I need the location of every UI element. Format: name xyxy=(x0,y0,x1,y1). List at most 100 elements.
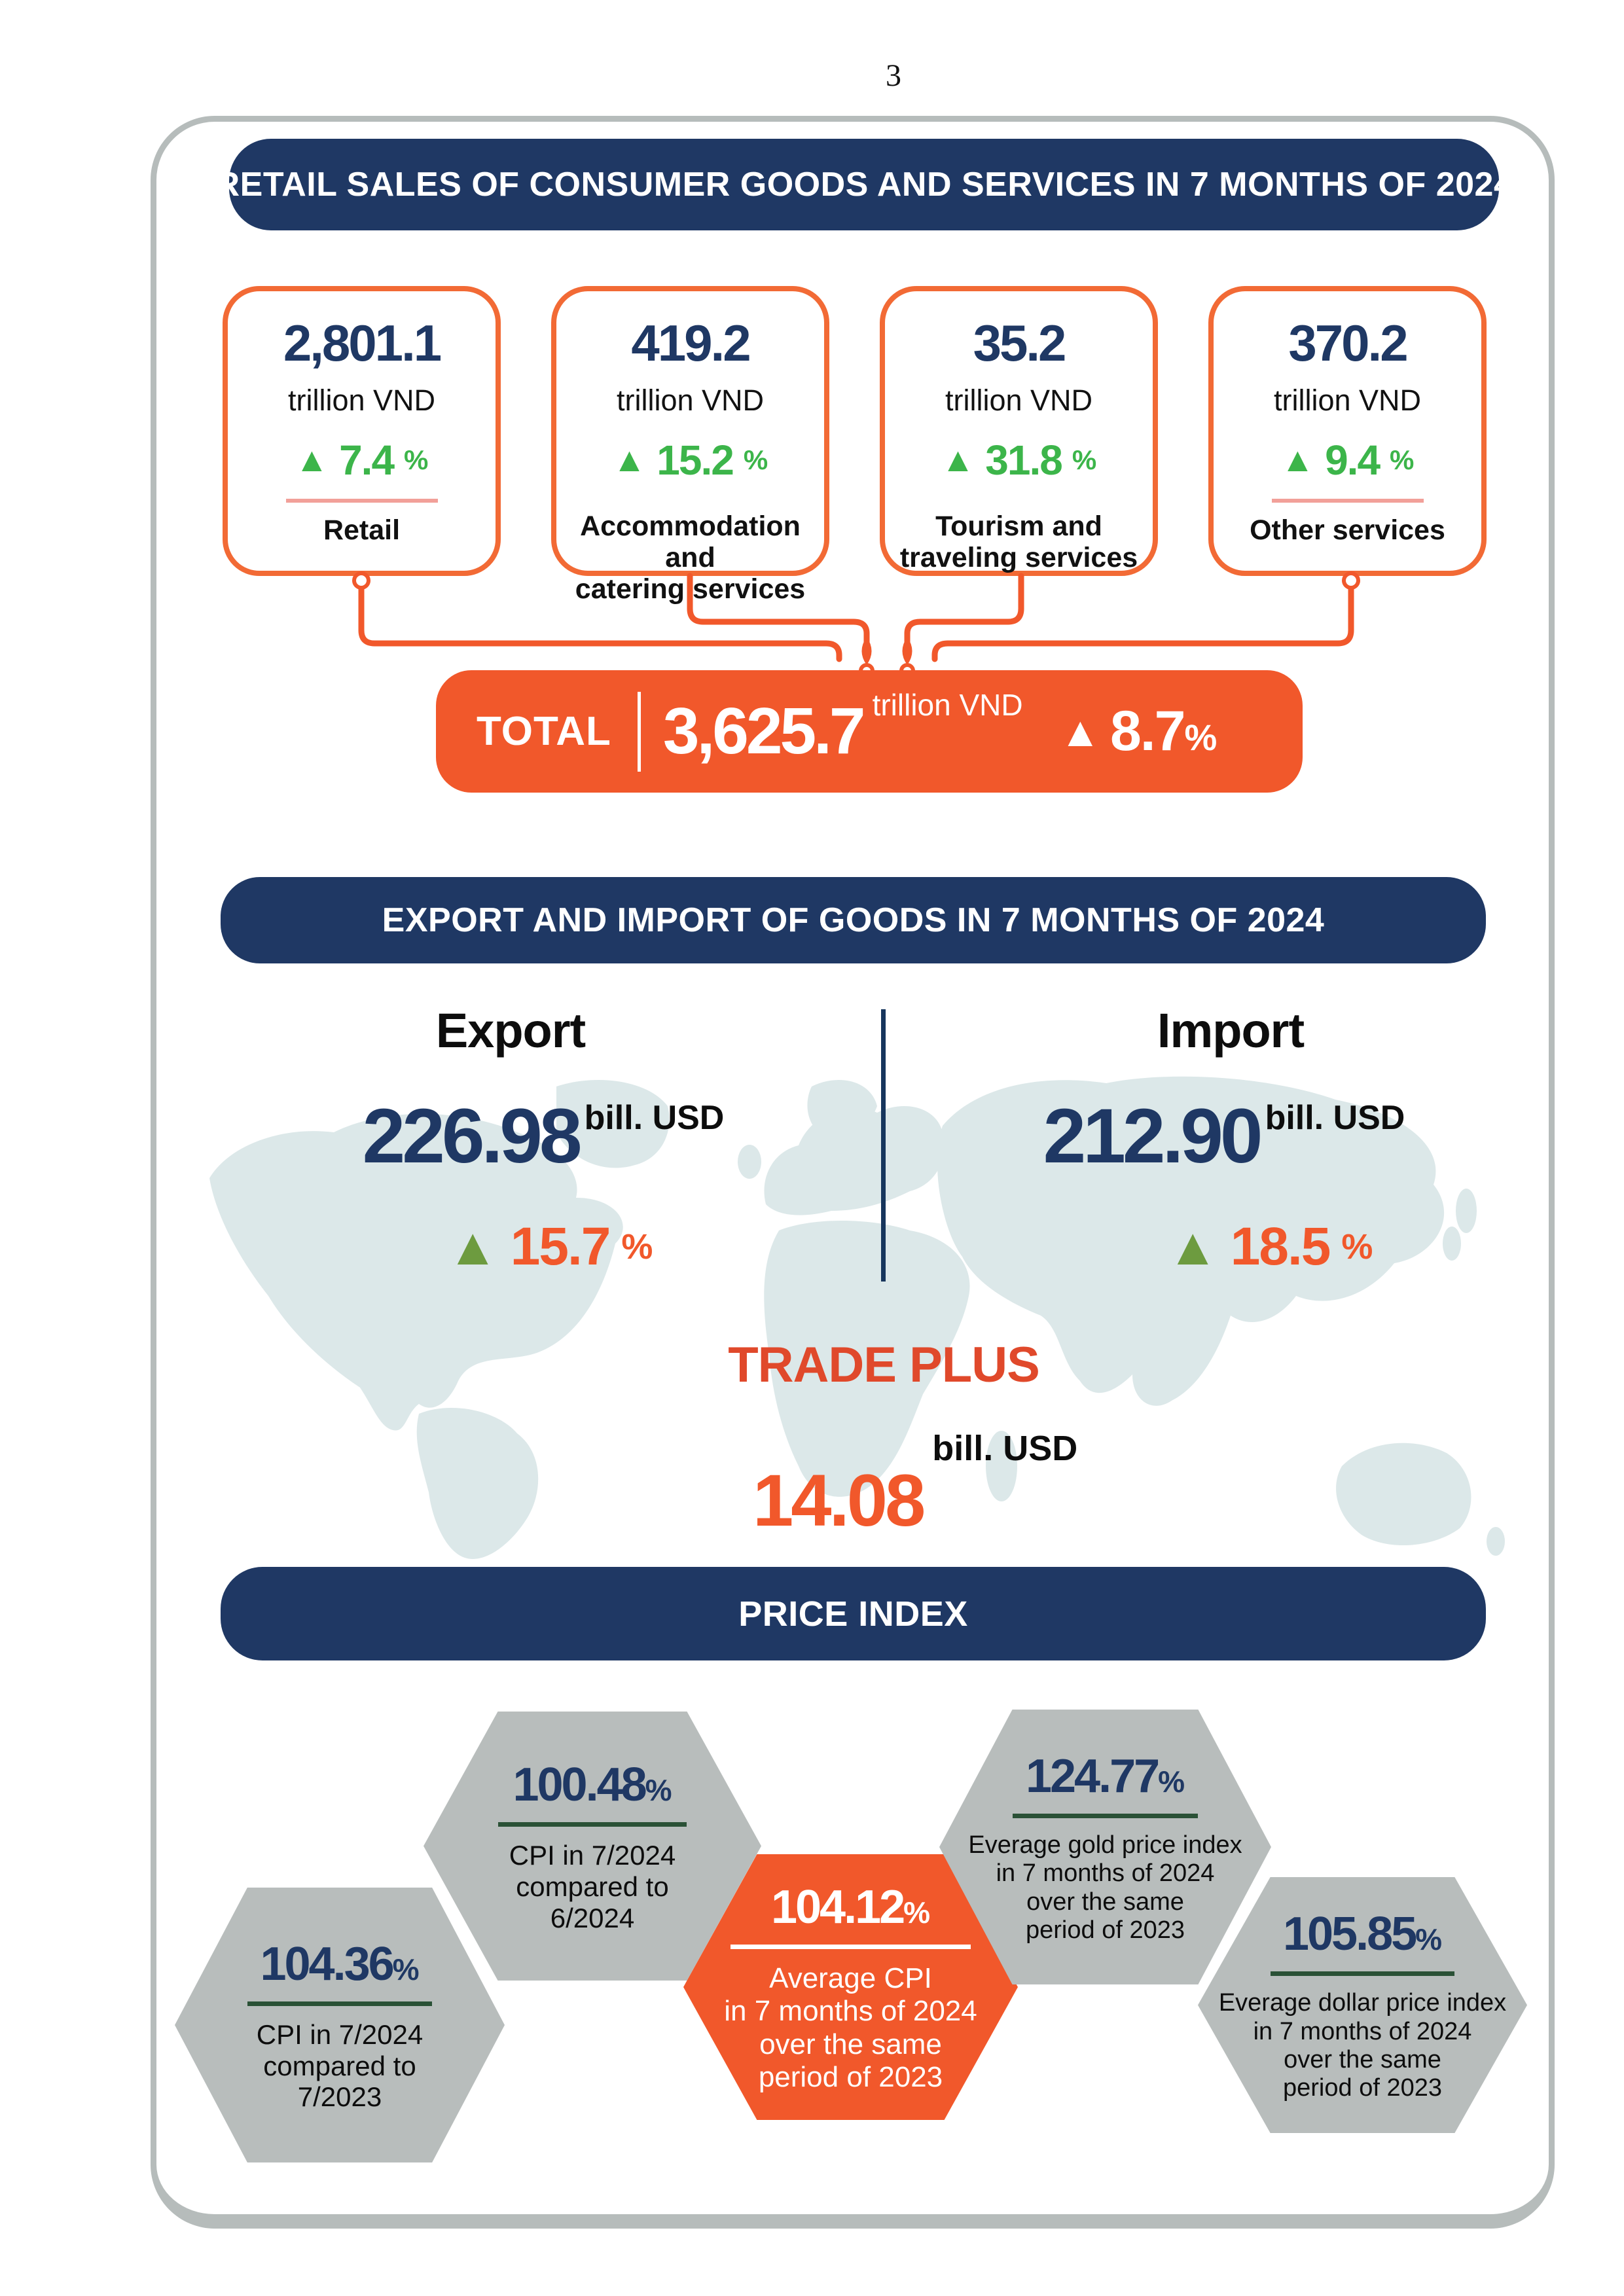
card-label: Tourism and traveling services xyxy=(899,511,1138,574)
percent-sign: % xyxy=(404,444,429,475)
page-number: 3 xyxy=(886,58,901,93)
up-triangle-icon: ▲ xyxy=(446,1217,499,1276)
percent-sign: % xyxy=(743,444,768,475)
hexagon-underline xyxy=(1270,1971,1455,1977)
trade-plus-value-row: 14.08 bill. USD xyxy=(753,1428,1077,1543)
world-map xyxy=(209,1076,1505,1559)
up-triangle-icon: ▲ xyxy=(612,441,647,479)
hexagon-value: 124.77% xyxy=(1025,1749,1185,1803)
retail-cards-row: 2,801.1 trillion VND ▲ 7.4 % Retail 419.… xyxy=(223,286,1487,605)
up-triangle-icon: ▲ xyxy=(1059,708,1101,755)
export-unit: bill. USD xyxy=(584,1099,725,1137)
export-value: 226.98 xyxy=(362,1093,583,1179)
price-hexagon-cpi-mom: 100.48% CPI in 7/2024 compared to 6/2024 xyxy=(424,1712,761,1981)
retail-total-bar: TOTAL 3,625.7 trillion VND ▲ 8.7% xyxy=(436,670,1303,793)
up-triangle-icon: ▲ xyxy=(295,441,329,479)
percent-sign: % xyxy=(1341,1227,1373,1266)
percent-sign: % xyxy=(392,1952,420,1986)
card-value: 419.2 xyxy=(631,314,751,372)
export-title: Export xyxy=(435,1003,586,1058)
retail-section-header: RETAIL SALES OF CONSUMER GOODS AND SERVI… xyxy=(215,139,1513,230)
total-divider xyxy=(637,691,641,772)
retail-section-title: RETAIL SALES OF CONSUMER GOODS AND SERVI… xyxy=(215,166,1513,204)
export-change-row: ▲ 15.7 % xyxy=(406,1216,694,1278)
up-triangle-icon: ▲ xyxy=(1280,441,1315,479)
card-change-value: 7.4 xyxy=(339,437,395,484)
retail-card: 419.2 trillion VND ▲ 15.2 % Accommodatio… xyxy=(551,286,829,605)
import-value-row: 212.90 bill. USD xyxy=(995,1092,1453,1181)
card-underline xyxy=(285,499,438,503)
export-import-divider xyxy=(881,1009,886,1282)
retail-card: 370.2 trillion VND ▲ 9.4 % Other service… xyxy=(1208,286,1487,576)
hexagon-underline xyxy=(1012,1813,1199,1818)
total-change: 8.7% xyxy=(1110,699,1218,764)
percent-sign: % xyxy=(903,1895,931,1930)
card-label: Accommodation and catering services xyxy=(575,511,806,605)
price-section-title: PRICE INDEX xyxy=(738,1594,968,1634)
price-hexagon-average-cpi: 104.12% Average CPI in 7 months of 2024 … xyxy=(683,1854,1018,2120)
trade-plus-unit: bill. USD xyxy=(932,1429,1078,1468)
card-value: 2,801.1 xyxy=(283,314,442,372)
hexagon-label: Everage dollar price index in 7 months o… xyxy=(1218,1989,1507,2102)
retail-card: 35.2 trillion VND ▲ 31.8 % Tourism and t… xyxy=(880,286,1158,576)
card-unit: trillion VND xyxy=(616,384,765,417)
card-unit: trillion VND xyxy=(287,384,436,417)
hexagon-value: 100.48% xyxy=(513,1759,672,1812)
import-title: Import xyxy=(1157,1003,1305,1058)
percent-sign: % xyxy=(621,1227,653,1266)
price-hexagon-gold: 124.77% Everage gold price index in 7 mo… xyxy=(939,1710,1271,1984)
card-label: Retail xyxy=(323,514,401,546)
card-change: ▲ 7.4 % xyxy=(295,436,429,484)
total-label: TOTAL xyxy=(477,709,611,754)
hexagon-underline xyxy=(497,1822,687,1827)
percent-sign: % xyxy=(1184,717,1218,758)
hexagon-value: 104.12% xyxy=(770,1881,931,1934)
card-change: ▲ 9.4 % xyxy=(1281,436,1415,484)
retail-card: 2,801.1 trillion VND ▲ 7.4 % Retail xyxy=(223,286,501,576)
import-unit: bill. USD xyxy=(1265,1099,1405,1137)
card-value: 35.2 xyxy=(973,314,1067,372)
percent-sign: % xyxy=(1072,444,1097,475)
hexagon-underline xyxy=(247,2001,433,2006)
hexagon-label: Average CPI in 7 months of 2024 over the… xyxy=(724,1962,977,2093)
percent-sign: % xyxy=(1158,1764,1185,1799)
card-change-value: 15.2 xyxy=(657,437,734,484)
trade-plus-value: 14.08 xyxy=(753,1460,926,1541)
card-change: ▲ 31.8 % xyxy=(941,436,1096,484)
export-value-row: 226.98 bill. USD xyxy=(314,1092,772,1181)
import-change-value: 18.5 xyxy=(1230,1217,1331,1276)
up-triangle-icon: ▲ xyxy=(941,441,975,479)
import-value: 212.90 xyxy=(1043,1093,1263,1179)
percent-sign: % xyxy=(1390,444,1415,475)
hexagon-label: CPI in 7/2024 compared to 6/2024 xyxy=(509,1840,676,1933)
card-value: 370.2 xyxy=(1288,314,1408,372)
hexagon-label: Everage gold price index in 7 months of … xyxy=(968,1831,1242,1944)
connector-lines xyxy=(352,571,1360,679)
price-hexagon-cpi-yoy: 104.36% CPI in 7/2024 compared to 7/2023 xyxy=(175,1888,505,2162)
hexagon-value: 105.85% xyxy=(1282,1908,1443,1961)
card-underline xyxy=(1271,499,1424,503)
price-hexagon-dollar: 105.85% Everage dollar price index in 7 … xyxy=(1198,1877,1527,2133)
percent-sign: % xyxy=(1415,1922,1443,1957)
card-change: ▲ 15.2 % xyxy=(613,436,768,484)
card-label: Other services xyxy=(1250,514,1445,546)
export-change-value: 15.7 xyxy=(510,1217,611,1276)
trade-section-header: EXPORT AND IMPORT OF GOODS IN 7 MONTHS O… xyxy=(221,877,1486,963)
hexagon-label: CPI in 7/2024 compared to 7/2023 xyxy=(256,2018,424,2113)
total-change-value: 8.7 xyxy=(1110,700,1186,762)
up-triangle-icon: ▲ xyxy=(1166,1217,1219,1276)
total-value: 3,625.7 xyxy=(662,694,866,768)
import-change-row: ▲ 18.5 % xyxy=(1126,1216,1414,1278)
hexagon-underline xyxy=(730,1945,971,1950)
card-change-value: 9.4 xyxy=(1325,437,1380,484)
price-section-header: PRICE INDEX xyxy=(221,1567,1486,1660)
trade-plus-title: TRADE PLUS xyxy=(728,1337,1040,1393)
trade-section-title: EXPORT AND IMPORT OF GOODS IN 7 MONTHS O… xyxy=(382,901,1325,939)
page-border xyxy=(151,116,1555,2229)
card-change-value: 31.8 xyxy=(985,437,1063,484)
card-unit: trillion VND xyxy=(945,384,1093,417)
percent-sign: % xyxy=(645,1773,672,1808)
card-unit: trillion VND xyxy=(1273,384,1422,417)
hexagon-value: 104.36% xyxy=(260,1937,420,1990)
